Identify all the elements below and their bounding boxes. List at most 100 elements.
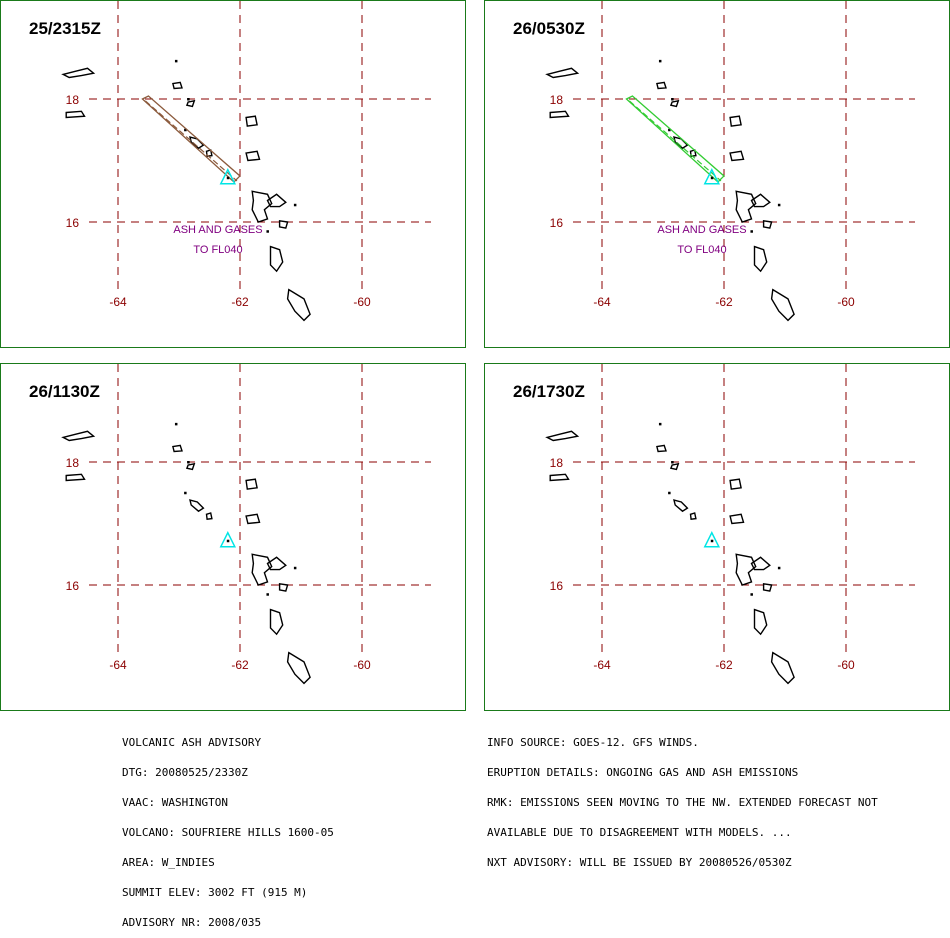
lon-label: -62 bbox=[715, 295, 733, 309]
triangle-icon bbox=[703, 531, 721, 548]
island-outline bbox=[189, 136, 205, 150]
forecast-panel: 18 16 -64 -62 -60 ASH AND GASES TO FL040 26/053… bbox=[484, 0, 950, 348]
lon-label: -64 bbox=[109, 295, 127, 309]
island-outline bbox=[729, 513, 745, 525]
map-canvas: 18 16 -64 -62 -60 ASH AND GASES TO FL040 bbox=[545, 1, 915, 322]
island-outline bbox=[770, 651, 795, 685]
island-outline bbox=[669, 99, 680, 108]
lat-label: 16 bbox=[550, 579, 564, 593]
islet bbox=[777, 203, 781, 207]
island-outline bbox=[65, 473, 86, 482]
islet bbox=[184, 128, 187, 132]
islet bbox=[777, 566, 781, 570]
island-outline bbox=[762, 219, 773, 229]
panel-time-label: 25/2315Z bbox=[29, 19, 101, 38]
islet bbox=[668, 491, 671, 495]
island-outline bbox=[65, 110, 86, 119]
triangle-icon bbox=[219, 531, 237, 548]
advisory-line: RMK: EMISSIONS SEEN MOVING TO THE NW. EX… bbox=[487, 796, 878, 809]
island-outline bbox=[61, 430, 96, 442]
island-outline bbox=[251, 190, 273, 223]
island-outline bbox=[689, 512, 697, 520]
triangle-icon bbox=[219, 168, 237, 185]
islet bbox=[174, 59, 178, 63]
islet bbox=[671, 98, 674, 101]
island-outline bbox=[656, 444, 667, 453]
panel-time-label: 26/1130Z bbox=[29, 382, 100, 401]
map-canvas: 18 16 -64 -62 -60 ASH AND GASES TO FL040 bbox=[61, 1, 431, 322]
island-outline bbox=[245, 478, 258, 490]
advisory-line: DTG: 20080525/2330Z bbox=[122, 766, 248, 779]
lat-label: 16 bbox=[66, 579, 80, 593]
islet bbox=[266, 230, 269, 233]
island-outline bbox=[278, 219, 289, 229]
island-outline bbox=[269, 245, 284, 273]
map-canvas: 18 16 -64 -62 -60 bbox=[61, 364, 431, 685]
lat-label: 16 bbox=[550, 216, 564, 230]
island-outline bbox=[266, 556, 287, 571]
advisory-line: ERUPTION DETAILS: ONGOING GAS AND ASH EM… bbox=[487, 766, 799, 779]
advisory-line: NXT ADVISORY: WILL BE ISSUED BY 20080526… bbox=[487, 856, 792, 869]
island-outline bbox=[729, 150, 745, 162]
advisory-left-block: VOLCANIC ASH ADVISORY DTG: 20080525/2330… bbox=[122, 718, 334, 938]
islet bbox=[658, 59, 662, 63]
island-outline bbox=[750, 556, 771, 571]
forecast-panel: 18 16 -64 -62 -60 ASH AND GASES TO FL040 25/231… bbox=[0, 0, 466, 348]
ash-plume bbox=[141, 95, 241, 183]
islet bbox=[187, 98, 190, 101]
advisory-line: ADVISORY NR: 2008/035 bbox=[122, 916, 262, 929]
island-outline bbox=[185, 462, 196, 471]
islet bbox=[750, 593, 753, 596]
ash-plume bbox=[625, 95, 725, 183]
lat-label: 18 bbox=[550, 456, 564, 470]
volcano-marker bbox=[710, 176, 714, 180]
island-outline bbox=[205, 512, 213, 520]
island-outline bbox=[549, 110, 570, 119]
forecast-panel: 18 16 -64 -62 -60 26/1130Z bbox=[0, 363, 466, 711]
panel-time-label: 26/0530Z bbox=[513, 19, 585, 38]
advisory-line: AVAILABLE DUE TO DISAGREEMENT WITH MODEL… bbox=[487, 826, 792, 839]
lon-label: -62 bbox=[231, 295, 249, 309]
islet bbox=[293, 203, 297, 207]
forecast-panel: 18 16 -64 -62 -60 26/1730Z bbox=[484, 363, 950, 711]
island-outline bbox=[545, 67, 580, 79]
lon-label: -60 bbox=[353, 658, 371, 672]
island-outline bbox=[735, 190, 757, 223]
map-canvas: 18 16 -64 -62 -60 bbox=[545, 364, 915, 685]
advisory-line: INFO SOURCE: GOES-12. GFS WINDS. bbox=[487, 736, 699, 749]
islet bbox=[293, 566, 297, 570]
lon-label: -60 bbox=[837, 658, 855, 672]
island-outline bbox=[245, 150, 261, 162]
island-outline bbox=[762, 582, 773, 592]
advisory-line: AREA: W_INDIES bbox=[122, 856, 215, 869]
volcano-marker bbox=[710, 539, 714, 543]
islet bbox=[750, 230, 753, 233]
islet bbox=[668, 128, 671, 132]
lon-label: -62 bbox=[231, 658, 249, 672]
island-outline bbox=[669, 462, 680, 471]
lat-label: 16 bbox=[66, 216, 80, 230]
volcano-marker bbox=[226, 176, 230, 180]
island-outline bbox=[753, 245, 768, 273]
island-outline bbox=[189, 499, 205, 513]
advisory-right-block: INFO SOURCE: GOES-12. GFS WINDS. ERUPTIO… bbox=[487, 718, 878, 878]
lat-label: 18 bbox=[66, 456, 80, 470]
islet bbox=[266, 593, 269, 596]
island-outline bbox=[753, 608, 768, 636]
island-outline bbox=[245, 513, 261, 525]
advisory-line: SUMMIT ELEV: 3002 FT (915 M) bbox=[122, 886, 308, 899]
lon-label: -64 bbox=[109, 658, 127, 672]
island-outline bbox=[729, 478, 742, 490]
lon-label: -60 bbox=[837, 295, 855, 309]
islet bbox=[187, 461, 190, 464]
lon-label: -64 bbox=[593, 658, 611, 672]
island-outline bbox=[245, 115, 258, 127]
islet bbox=[658, 422, 662, 426]
island-outline bbox=[750, 193, 771, 208]
island-outline bbox=[269, 608, 284, 636]
island-outline bbox=[549, 473, 570, 482]
triangle-icon bbox=[703, 168, 721, 185]
island-outline bbox=[770, 288, 795, 322]
islet bbox=[174, 422, 178, 426]
lon-label: -64 bbox=[593, 295, 611, 309]
